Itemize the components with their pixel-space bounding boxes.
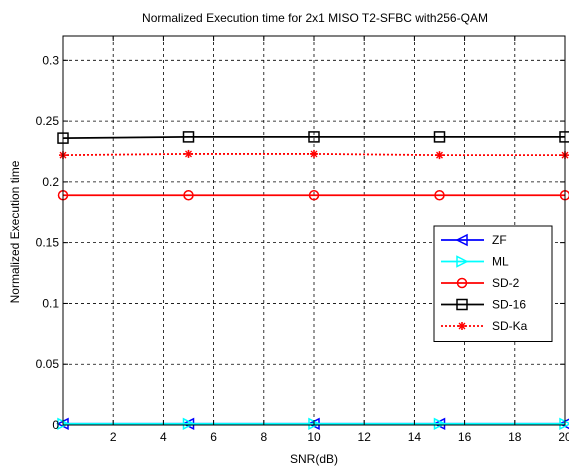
y-tick-label: 0.15 bbox=[36, 236, 60, 250]
legend-label-ml: ML bbox=[492, 255, 509, 269]
x-tick-label: 14 bbox=[408, 430, 422, 444]
data-point-sd-16 bbox=[433, 131, 446, 143]
legend-entry-sd-ka: SD-Ka bbox=[441, 319, 528, 333]
x-tick-label: 10 bbox=[307, 430, 321, 444]
chart-title: Normalized Execution time for 2x1 MISO T… bbox=[142, 11, 488, 25]
x-tick-label: 12 bbox=[358, 430, 372, 444]
x-tick-label: 16 bbox=[458, 430, 472, 444]
y-tick-label: 0.2 bbox=[42, 175, 59, 189]
legend-entry-sd-2: SD-2 bbox=[441, 276, 520, 290]
y-axis-ticks: 0 0.05 0.1 0.15 0.2 0.25 0.3 bbox=[36, 53, 565, 432]
x-tick-label: 2 bbox=[110, 430, 117, 444]
legend-marker-zf bbox=[455, 233, 468, 247]
y-tick-label: 0 bbox=[52, 418, 59, 432]
data-point-sd-16 bbox=[308, 131, 320, 143]
legend-marker-ml bbox=[456, 255, 469, 268]
legend: ZF ML SD-2 SD-16 SD-Ka bbox=[433, 225, 553, 342]
data-point-sd-2 bbox=[308, 189, 320, 201]
y-axis-label: Normalized Execution time bbox=[8, 160, 22, 303]
legend-entry-ml: ML bbox=[441, 255, 509, 269]
y-tick-label: 0.05 bbox=[36, 357, 60, 371]
data-point-sd-16 bbox=[182, 131, 195, 143]
legend-entry-zf: ZF bbox=[441, 233, 507, 247]
series-line-sd-16 bbox=[62, 135, 565, 140]
data-point-sd-ka bbox=[310, 149, 318, 158]
legend-label-zf: ZF bbox=[492, 233, 507, 247]
legend-label-sd-2: SD-2 bbox=[492, 276, 520, 290]
data-point-sd-2 bbox=[183, 189, 194, 201]
x-axis-ticks: 2 4 6 8 10 12 14 16 18 20 bbox=[110, 36, 569, 444]
x-axis-label: SNR(dB) bbox=[290, 452, 338, 466]
legend-entry-sd-16: SD-16 bbox=[441, 298, 526, 312]
x-tick-label: 20 bbox=[558, 430, 569, 444]
data-point-ml bbox=[433, 417, 447, 430]
data-point-sd-ka bbox=[435, 151, 444, 160]
y-tick-label: 0.25 bbox=[36, 114, 60, 128]
y-tick-label: 0.1 bbox=[42, 296, 59, 310]
data-point-sd-ka bbox=[184, 149, 193, 158]
x-tick-label: 6 bbox=[210, 430, 217, 444]
x-tick-label: 8 bbox=[260, 430, 267, 444]
data-point-sd-2 bbox=[434, 189, 445, 201]
data-point-ml bbox=[182, 417, 196, 430]
legend-label-sd-ka: SD-Ka bbox=[492, 319, 528, 333]
legend-label-sd-16: SD-16 bbox=[492, 298, 526, 312]
y-tick-label: 0.3 bbox=[42, 53, 59, 67]
x-tick-label: 4 bbox=[160, 430, 167, 444]
x-tick-label: 18 bbox=[508, 430, 522, 444]
legend-marker-sd-ka bbox=[458, 322, 466, 330]
legend-marker-sd-2 bbox=[456, 277, 468, 289]
legend-marker-sd-16 bbox=[456, 298, 468, 311]
